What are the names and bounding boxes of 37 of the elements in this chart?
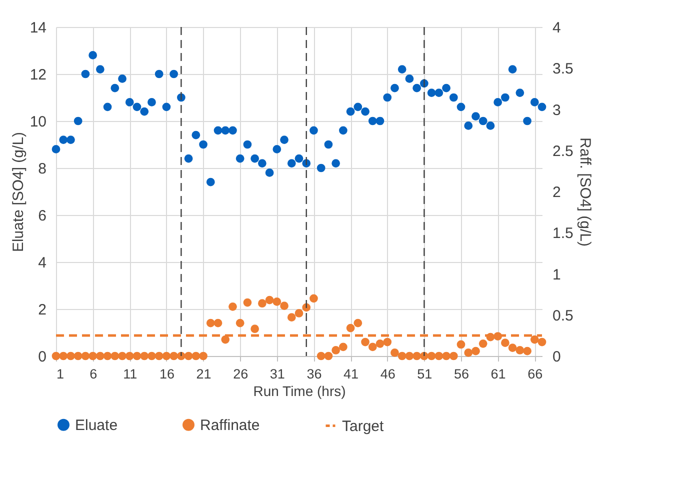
- y-axis-title: Eluate [SO4] (g/L): [10, 132, 27, 252]
- x-tick-label: 66: [528, 366, 543, 382]
- x-tick-label: 21: [196, 366, 212, 382]
- y2-tick-label: 1: [552, 266, 561, 284]
- y-tick-label: 0: [38, 348, 46, 366]
- y2-tick-label: 3: [552, 102, 561, 119]
- y2-tick-label: 2: [552, 184, 561, 201]
- y2-tick-label: 2.5: [552, 142, 574, 160]
- x-tick-label: 46: [380, 366, 396, 382]
- x-tick-label: 6: [90, 366, 98, 382]
- x-tick-label: 61: [490, 366, 506, 382]
- y-tick-label: 2: [38, 302, 46, 318]
- y-tick-label: 10: [30, 114, 46, 130]
- x-axis-title: Run Time (hrs): [253, 383, 346, 399]
- y-tick-label: 6: [38, 208, 46, 224]
- y2-axis-title: Raff. [SO4] (g/L): [576, 138, 594, 246]
- x-tick-label: 31: [270, 366, 285, 382]
- x-tick-label: 41: [344, 366, 359, 382]
- x-tick-label: 51: [417, 366, 432, 382]
- y-tick-label: 14: [30, 20, 46, 36]
- legend-label: Raffinate: [200, 416, 260, 434]
- y2-tick-label: 0: [552, 348, 561, 366]
- y2-tick-label: 1.5: [552, 225, 574, 242]
- x-tick-label: 1: [56, 366, 64, 382]
- y2-tick-label: 3.5: [552, 60, 574, 78]
- y-tick-label: 8: [38, 160, 46, 178]
- y2-tick-label: 0.5: [552, 307, 574, 324]
- legend-label: Eluate: [75, 416, 118, 434]
- x-tick-label: 26: [233, 366, 248, 382]
- legend-label: Target: [342, 418, 385, 435]
- y2-tick-label: 4: [552, 20, 561, 36]
- y-tick-label: 4: [38, 254, 46, 272]
- x-tick-label: 56: [454, 366, 470, 382]
- x-tick-label: 36: [306, 366, 322, 382]
- y-tick-label: 12: [30, 66, 46, 84]
- x-tick-label: 11: [123, 366, 138, 382]
- x-tick-label: 16: [159, 366, 174, 382]
